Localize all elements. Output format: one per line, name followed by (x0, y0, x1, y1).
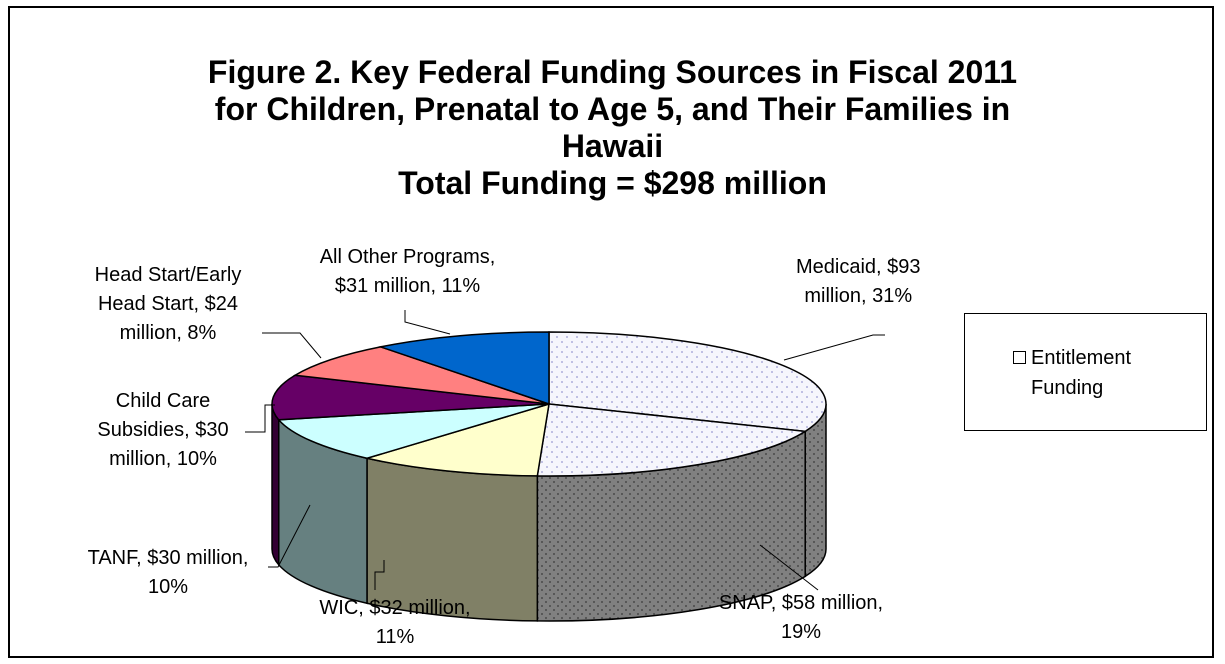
pie-tops (271, 331, 827, 477)
pie-slice-child-care-subsidies (271, 374, 550, 421)
label-head-start: Head Start/Early Head Start, $24 million… (74, 261, 262, 348)
label-line: Head Start/Early (94, 264, 242, 286)
label-all-other-programs: All Other Programs, $31 million, 11% (285, 243, 530, 301)
label-wic: WIC, $32 million, 11% (295, 594, 495, 652)
leader-line-head-start (262, 332, 322, 359)
leader-lines (245, 310, 885, 591)
chart-title-line: for Children, Prenatal to Age 5, and The… (214, 91, 1011, 127)
chart-title: Figure 2. Key Federal Funding Sources in… (0, 54, 1225, 202)
leader-line-snap (759, 544, 819, 591)
legend-swatch-entitlement (1013, 351, 1026, 364)
pie-slice-snap (536, 403, 808, 477)
legend (964, 313, 1207, 431)
label-line: million, 31% (804, 285, 913, 307)
pie-sides (271, 403, 827, 622)
legend-label-entitlement-2: Funding (1031, 377, 1104, 399)
pie-slice-wic (364, 402, 550, 477)
label-line: $31 million, 11% (334, 275, 481, 297)
label-line: TANF, $30 million, (87, 547, 249, 569)
label-medicaid: Medicaid, $93 million, 31% (796, 253, 921, 311)
pie-slice-medicaid (548, 331, 827, 433)
label-line: Head Start, $24 (97, 293, 239, 315)
label-line: All Other Programs, (319, 246, 496, 268)
chart-title-line: Hawaii (561, 128, 664, 164)
leader-line-tanf (268, 504, 311, 568)
label-line: WIC, $32 million, (319, 597, 471, 619)
leader-line-wic (374, 560, 385, 590)
label-child-care-subsidies: Child Care Subsidies, $30 million, 10% (88, 387, 238, 474)
label-line: SNAP, $58 million, (718, 592, 884, 614)
label-line: million, 10% (109, 448, 217, 470)
label-line: million, 8% (119, 322, 217, 344)
leader-line-child-care-subsidies (245, 404, 275, 433)
pie-slice-all-other-programs (377, 331, 550, 406)
pie-side-child-care-subsidies (271, 403, 280, 567)
label-tanf: TANF, $30 million, 10% (68, 544, 268, 602)
label-line: 11% (375, 626, 415, 648)
chart-title-line: Total Funding = $298 million (398, 165, 827, 201)
label-line: 19% (780, 621, 822, 643)
pie-slice-tanf (277, 403, 550, 460)
label-line: Child Care (115, 390, 211, 412)
label-line: 10% (147, 576, 189, 598)
chart-title-line: Figure 2. Key Federal Funding Sources in… (207, 54, 1018, 90)
leader-line-all-other-programs (404, 310, 451, 335)
pie-slice-head-start (292, 346, 550, 405)
legend-label-entitlement: Entitlement (1031, 347, 1132, 369)
label-line: Subsidies, $30 (97, 419, 229, 441)
label-line: Medicaid, $93 (796, 256, 921, 278)
label-snap: SNAP, $58 million, 19% (701, 589, 901, 647)
leader-line-medicaid (783, 334, 885, 361)
